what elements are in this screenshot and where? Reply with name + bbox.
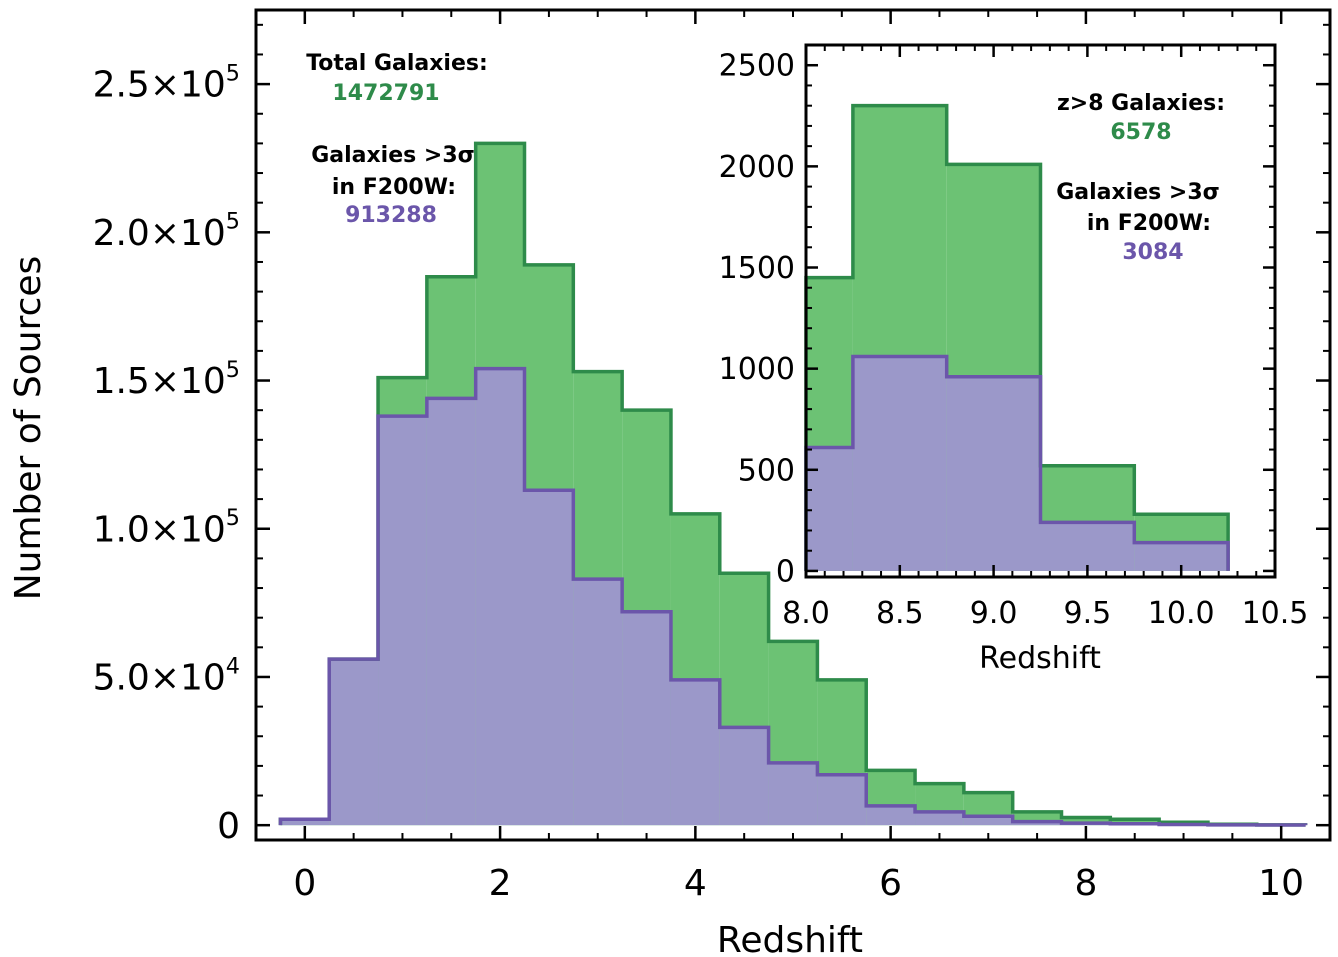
main-f200w-bar-8 xyxy=(670,679,720,826)
inset-ticks: 8.0 8.5 9.0 9.5 10.0 10.5 0 500 1000 1500 2000 2500 xyxy=(719,44,1309,631)
main-total-bar-16 xyxy=(1061,817,1111,826)
main-step-lines xyxy=(278,141,1308,827)
main-ytick-label: 0 xyxy=(217,806,240,847)
main-x-axis-label: Redshift xyxy=(717,920,863,957)
main-f200w-bar-0 xyxy=(280,819,330,826)
main-xtick-label: 4 xyxy=(684,863,707,904)
inset-xtick-label: 10.0 xyxy=(1148,596,1215,631)
main-f200w-bar-7 xyxy=(622,611,671,826)
inset-f200w-bar-0 xyxy=(806,447,853,571)
inset-step-lines xyxy=(804,103,1230,571)
main-f200w-step-line xyxy=(278,366,1308,827)
inset-xtick-label: 9.5 xyxy=(1064,596,1112,631)
main-ytick-label: 1.5×105 xyxy=(93,357,240,402)
inset-xtick-label: 9.0 xyxy=(970,596,1018,631)
inset-xtick-label: 8.5 xyxy=(876,596,924,631)
inset-f200w-bar-3 xyxy=(1040,522,1135,571)
z8-galaxies-value: 6578 xyxy=(1110,120,1171,145)
inset-ytick-label: 500 xyxy=(738,453,795,488)
inset-ytick-label: 2000 xyxy=(719,150,795,185)
sig-galaxies-value: 913288 xyxy=(345,203,437,228)
inset-f200w-step-line xyxy=(804,354,1230,571)
main-total-step-line xyxy=(278,141,1308,827)
inset-f200w-bar-1 xyxy=(852,356,947,571)
main-f200w-bar-11 xyxy=(817,774,867,826)
main-ytick-label: 2.0×105 xyxy=(93,209,240,254)
total-galaxies-value: 1472791 xyxy=(332,81,439,106)
inset-ytick-label: 2500 xyxy=(719,49,795,84)
main-ytick-label: 2.5×105 xyxy=(93,61,240,106)
inset-plot-frame xyxy=(804,43,1277,579)
main-y-axis-label: Number of Sources xyxy=(8,256,49,601)
main-f200w-bar-5 xyxy=(524,490,574,826)
main-f200w-bar-2 xyxy=(378,416,427,826)
main-f200w-bar-4 xyxy=(475,368,525,826)
main-histogram-panel: 0 2 4 6 8 10 0 5.0×104 1.0×105 1.5×105 2.0×105 2.5×… xyxy=(8,8,1332,957)
main-f200w-bar-3 xyxy=(426,398,476,826)
inset-xtick-label: 10.5 xyxy=(1242,596,1309,631)
inset-sig-label-line2: in F200W: xyxy=(1087,211,1211,236)
main-f200w-bar-14 xyxy=(963,816,1013,826)
inset-xtick-label: 8.0 xyxy=(782,596,830,631)
sig-galaxies-label-line1: Galaxies >3σ xyxy=(311,143,475,168)
inset-ytick-label: 1500 xyxy=(719,251,795,286)
main-xtick-label: 10 xyxy=(1258,863,1304,904)
main-ytick-label: 1.0×105 xyxy=(93,505,240,550)
main-ticks: 0 2 4 6 8 10 0 5.0×104 1.0×105 1.5×105 2.0×105 2.5×… xyxy=(93,10,1331,904)
main-f200w-bar-10 xyxy=(768,762,818,826)
main-bars xyxy=(280,143,1306,826)
main-f200w-bar-15 xyxy=(1012,821,1062,826)
inset-sig-label-line1: Galaxies >3σ xyxy=(1056,180,1220,205)
main-f200w-bar-6 xyxy=(573,579,623,826)
main-f200w-bar-12 xyxy=(866,805,916,826)
total-galaxies-label: Total Galaxies: xyxy=(306,51,488,76)
inset-f200w-bar-2 xyxy=(946,376,1041,571)
inset-x-axis-label: Redshift xyxy=(979,641,1101,676)
main-xtick-label: 2 xyxy=(489,863,512,904)
main-f200w-bar-1 xyxy=(329,659,379,826)
inset-ytick-label: 0 xyxy=(776,554,795,589)
inset-bars xyxy=(806,105,1229,571)
sig-galaxies-label-line2: in F200W: xyxy=(332,175,456,200)
inset-ytick-label: 1000 xyxy=(719,352,795,387)
z8-galaxies-label: z>8 Galaxies: xyxy=(1057,91,1225,116)
main-xtick-label: 6 xyxy=(879,863,902,904)
main-f200w-bar-9 xyxy=(719,727,769,826)
main-xtick-label: 8 xyxy=(1074,863,1097,904)
inset-total-step-line xyxy=(804,103,1230,571)
inset-histogram-panel: 8.0 8.5 9.0 9.5 10.0 10.5 0 500 1000 1500 2000 2500… xyxy=(719,43,1309,676)
inset-sig-value: 3084 xyxy=(1122,240,1183,265)
main-ytick-label: 5.0×104 xyxy=(93,653,240,698)
main-f200w-bar-13 xyxy=(915,811,964,826)
main-xtick-label: 0 xyxy=(293,863,316,904)
